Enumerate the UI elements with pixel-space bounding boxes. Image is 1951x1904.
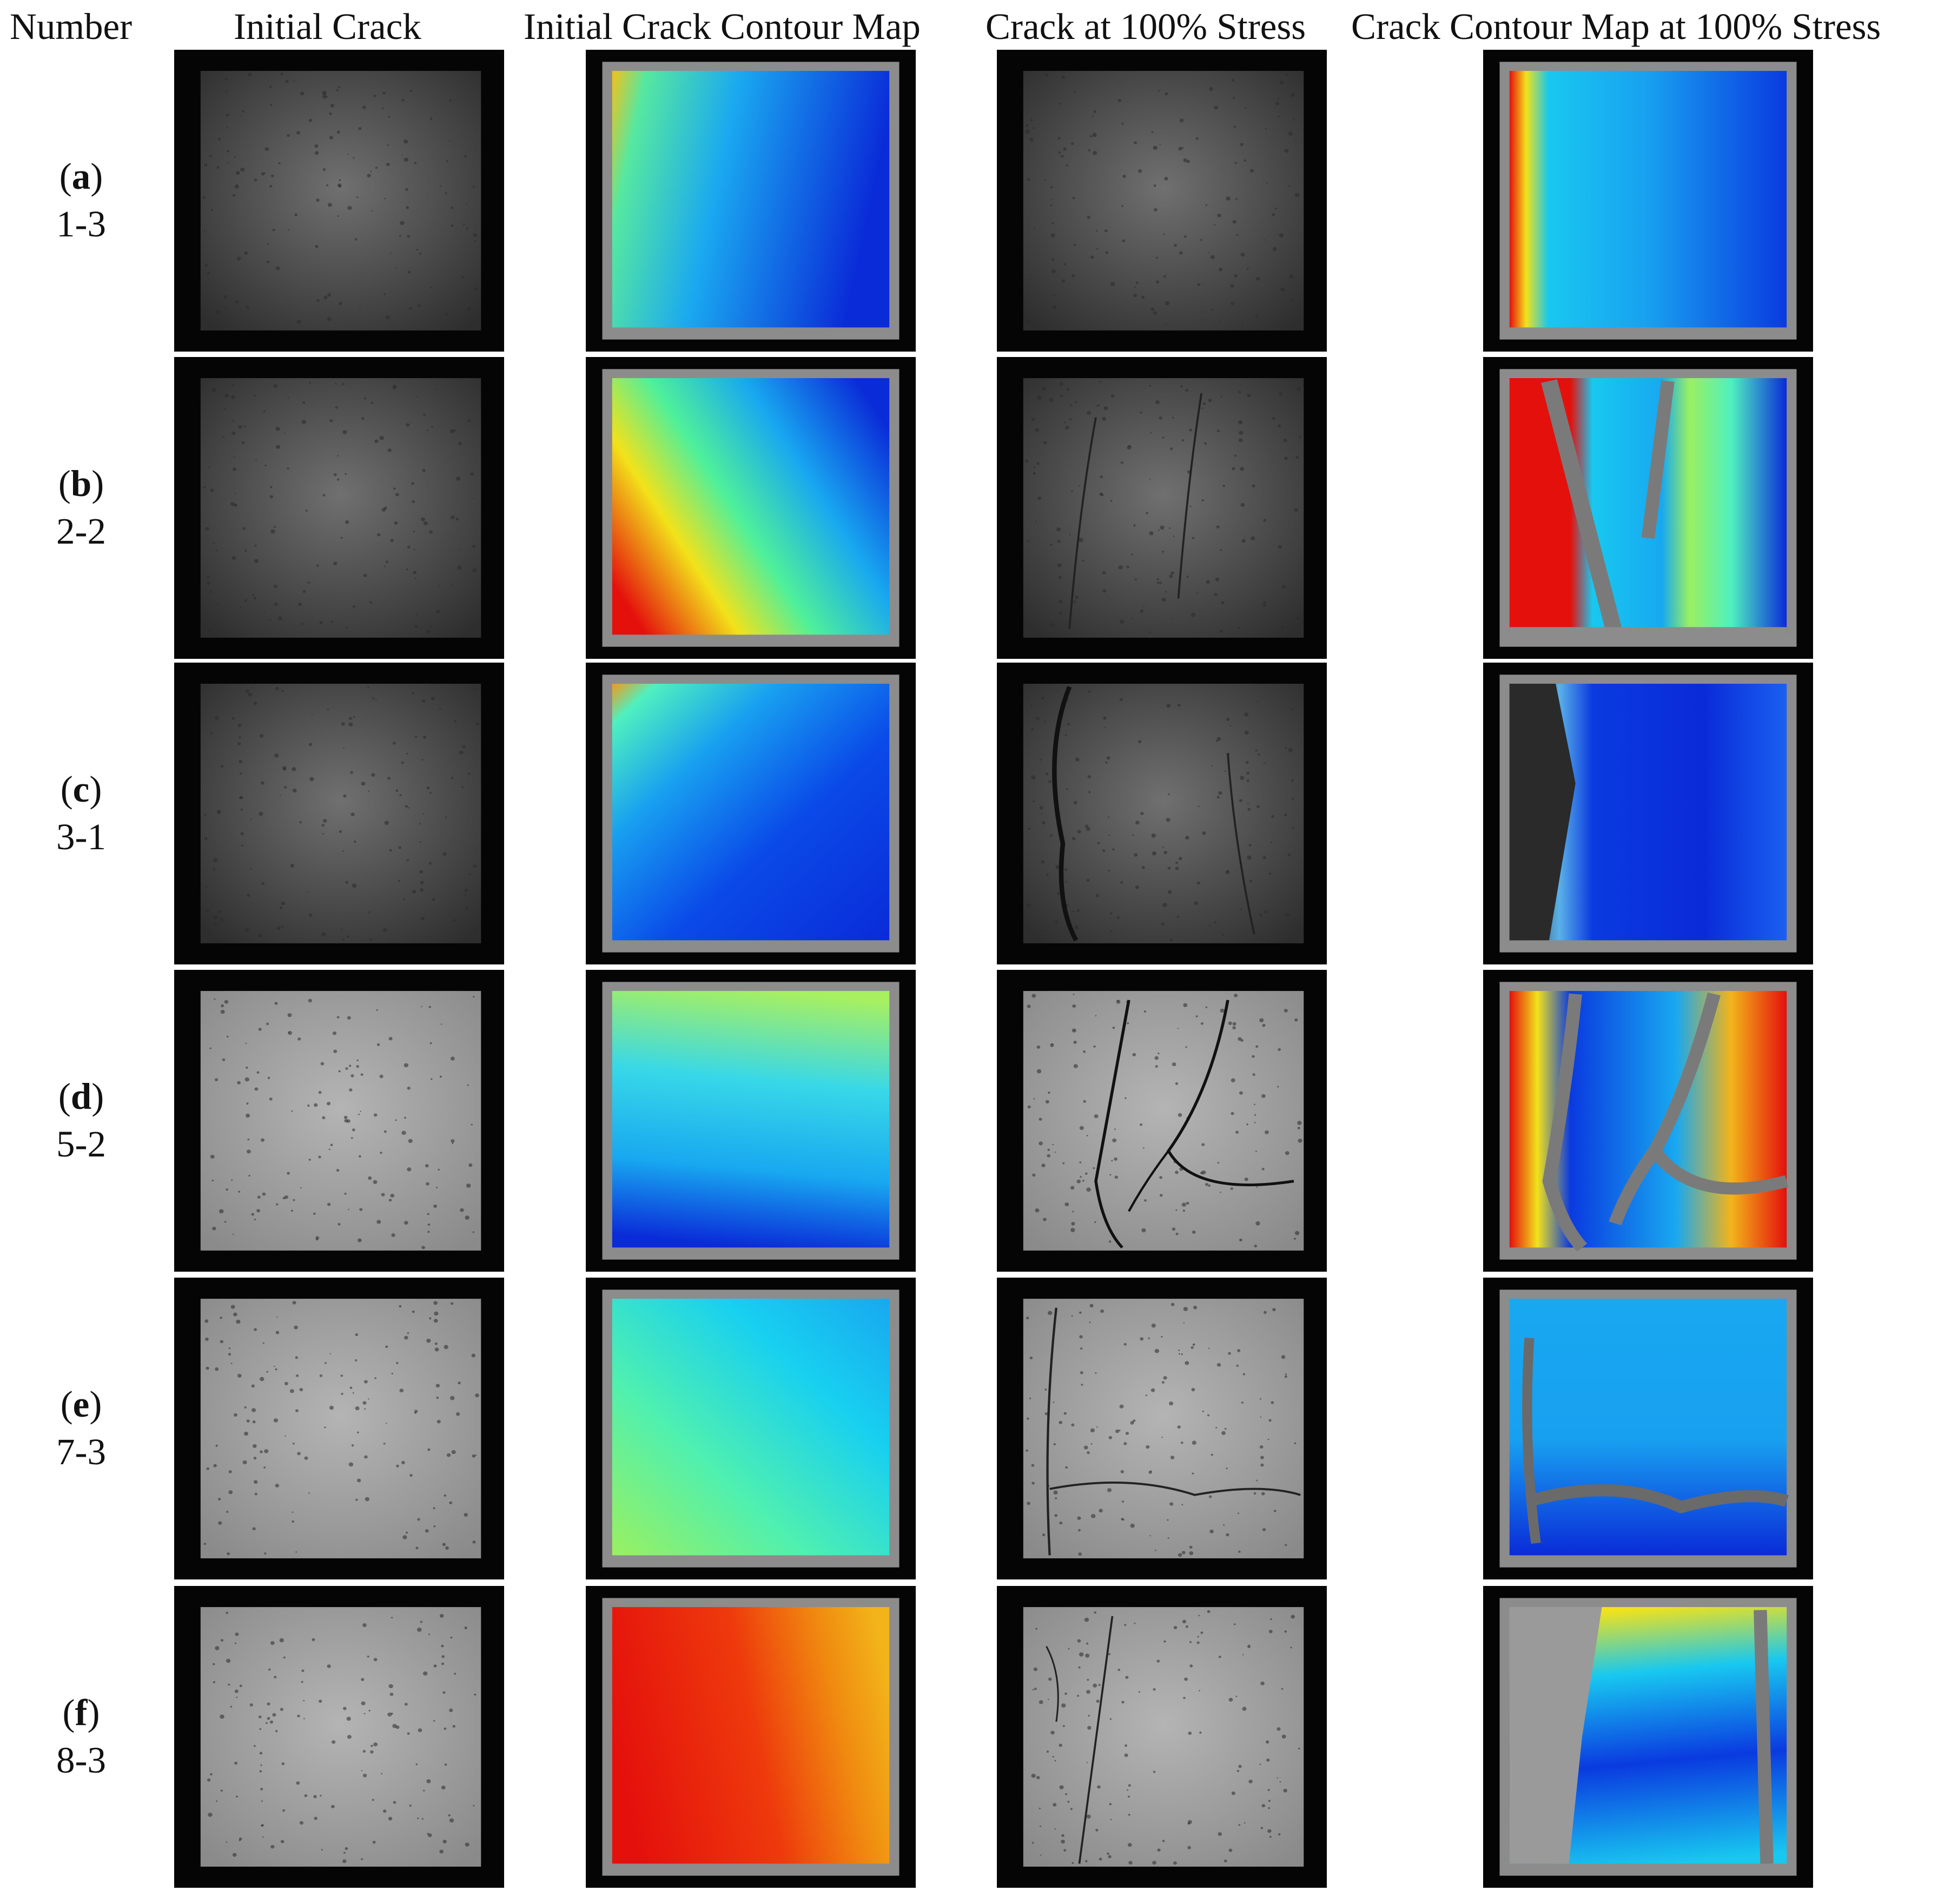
crack-contour-map-at-100-stress-b bbox=[1483, 357, 1813, 659]
initial-crack-photo-a bbox=[174, 50, 504, 352]
crack-contour-map-at-100-stress-c bbox=[1483, 663, 1813, 964]
row-letter: (e) bbox=[60, 1384, 102, 1425]
crack-at-100-stress-photo-d bbox=[997, 970, 1327, 1272]
header-initial-crack: Initial Crack bbox=[234, 6, 421, 47]
crack-contour-map-at-100-stress-e bbox=[1483, 1278, 1813, 1579]
header-crack-contour-map-at-100-stress: Crack Contour Map at 100% Stress bbox=[1351, 6, 1881, 47]
row-label-f: (f) 8-3 bbox=[32, 1689, 130, 1784]
specimen-number: 3-1 bbox=[56, 816, 106, 857]
crack-at-100-stress-photo-f bbox=[997, 1586, 1327, 1888]
row-label-e: (e) 7-3 bbox=[32, 1380, 130, 1476]
specimen-number: 7-3 bbox=[56, 1431, 106, 1472]
initial-crack-photo-e bbox=[174, 1278, 504, 1579]
row-label-a: (a) 1-3 bbox=[32, 153, 130, 248]
row-letter: (c) bbox=[60, 769, 102, 810]
specimen-number: 2-2 bbox=[56, 511, 106, 552]
row-letter: (a) bbox=[59, 156, 103, 197]
row-label-c: (c) 3-1 bbox=[32, 765, 130, 861]
crack-contour-map-at-100-stress-a bbox=[1483, 50, 1813, 352]
crack-at-100-stress-photo-b bbox=[997, 357, 1327, 659]
initial-crack-photo-b bbox=[174, 357, 504, 659]
row-letter: (d) bbox=[58, 1076, 104, 1117]
crack-contour-map-at-100-stress-f bbox=[1483, 1586, 1813, 1888]
crack-at-100-stress-photo-a bbox=[997, 50, 1327, 352]
row-label-b: (b) 2-2 bbox=[32, 460, 130, 555]
crack-contour-map-at-100-stress-d bbox=[1483, 970, 1813, 1272]
header-number: Number bbox=[10, 6, 133, 47]
row-letter: (f) bbox=[62, 1692, 100, 1733]
initial-crack-photo-f bbox=[174, 1586, 504, 1888]
specimen-number: 1-3 bbox=[56, 203, 106, 244]
initial-crack-photo-d bbox=[174, 970, 504, 1272]
row-letter: (b) bbox=[58, 463, 104, 504]
initial-crack-contour-map-f bbox=[586, 1586, 916, 1888]
initial-crack-contour-map-d bbox=[586, 970, 916, 1272]
header-initial-crack-contour-map: Initial Crack Contour Map bbox=[524, 6, 921, 47]
crack-at-100-stress-photo-e bbox=[997, 1278, 1327, 1579]
initial-crack-contour-map-b bbox=[586, 357, 916, 659]
initial-crack-contour-map-c bbox=[586, 663, 916, 964]
initial-crack-photo-c bbox=[174, 663, 504, 964]
specimen-number: 8-3 bbox=[56, 1740, 106, 1781]
row-label-d: (d) 5-2 bbox=[32, 1073, 130, 1168]
crack-at-100-stress-photo-c bbox=[997, 663, 1327, 964]
header-crack-at-100-stress: Crack at 100% Stress bbox=[986, 6, 1306, 47]
initial-crack-contour-map-a bbox=[586, 50, 916, 352]
initial-crack-contour-map-e bbox=[586, 1278, 916, 1579]
specimen-number: 5-2 bbox=[56, 1123, 106, 1165]
